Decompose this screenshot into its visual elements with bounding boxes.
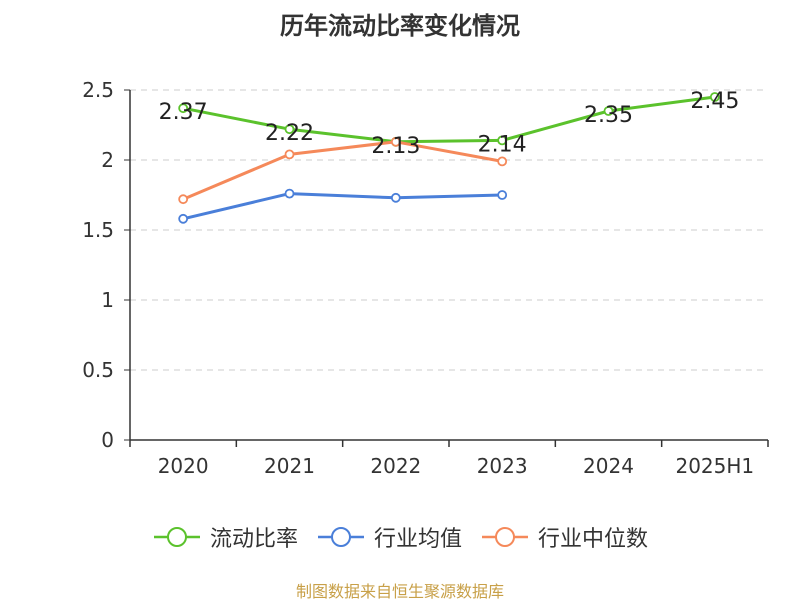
data-point bbox=[497, 156, 508, 167]
legend-swatch-icon bbox=[482, 527, 528, 547]
series-line bbox=[181, 140, 504, 201]
legend-item[interactable]: 行业均值 bbox=[316, 521, 462, 553]
data-point bbox=[390, 136, 401, 147]
x-tick-label: 2024 bbox=[583, 454, 634, 478]
data-point bbox=[178, 194, 189, 205]
chart-title: 历年流动比率变化情况 bbox=[280, 12, 520, 40]
y-tick-label: 2.5 bbox=[82, 78, 114, 102]
data-label: 2.13 bbox=[371, 134, 420, 159]
legend-label: 行业均值 bbox=[373, 527, 462, 552]
data-point bbox=[284, 149, 295, 160]
legend-label: 流动比率 bbox=[209, 527, 298, 552]
y-tick-label: 2 bbox=[101, 148, 114, 172]
data-point bbox=[709, 92, 720, 102]
source-note: 制图数据来自恒生聚源数据库 bbox=[295, 582, 504, 601]
data-point bbox=[390, 192, 401, 203]
data-label: 2.35 bbox=[584, 103, 633, 128]
data-point bbox=[497, 190, 508, 200]
data-label: 2.22 bbox=[265, 121, 314, 146]
legend-swatch-icon bbox=[153, 527, 200, 547]
data-label: 2.37 bbox=[159, 100, 208, 125]
x-tick-label: 2023 bbox=[477, 454, 528, 478]
series-line bbox=[181, 192, 504, 221]
y-tick-label: 0.5 bbox=[82, 358, 114, 382]
data-point bbox=[603, 106, 614, 116]
legend-item[interactable]: 行业中位数 bbox=[480, 521, 648, 553]
data-point bbox=[284, 188, 295, 199]
data-label: 2.45 bbox=[690, 89, 739, 114]
chart-legend: 流动比率 行业均值 行业中位数 bbox=[0, 519, 800, 555]
data-point bbox=[178, 103, 189, 114]
y-tick-label: 1.5 bbox=[82, 218, 114, 242]
legend-swatch-icon bbox=[317, 527, 364, 547]
data-point bbox=[497, 135, 508, 146]
x-tick-label: 2025H1 bbox=[675, 454, 754, 478]
data-point bbox=[178, 213, 189, 224]
y-tick-label: 0 bbox=[101, 428, 114, 452]
series-line bbox=[181, 95, 717, 144]
x-tick-label: 2020 bbox=[158, 454, 209, 478]
x-tick-label: 2021 bbox=[264, 454, 315, 478]
data-point bbox=[284, 124, 295, 135]
legend-item[interactable]: 流动比率 bbox=[152, 521, 298, 553]
y-tick-label: 1 bbox=[101, 288, 114, 312]
legend-label: 行业中位数 bbox=[538, 527, 649, 552]
x-tick-label: 2022 bbox=[370, 454, 421, 478]
data-label: 2.14 bbox=[478, 132, 527, 157]
